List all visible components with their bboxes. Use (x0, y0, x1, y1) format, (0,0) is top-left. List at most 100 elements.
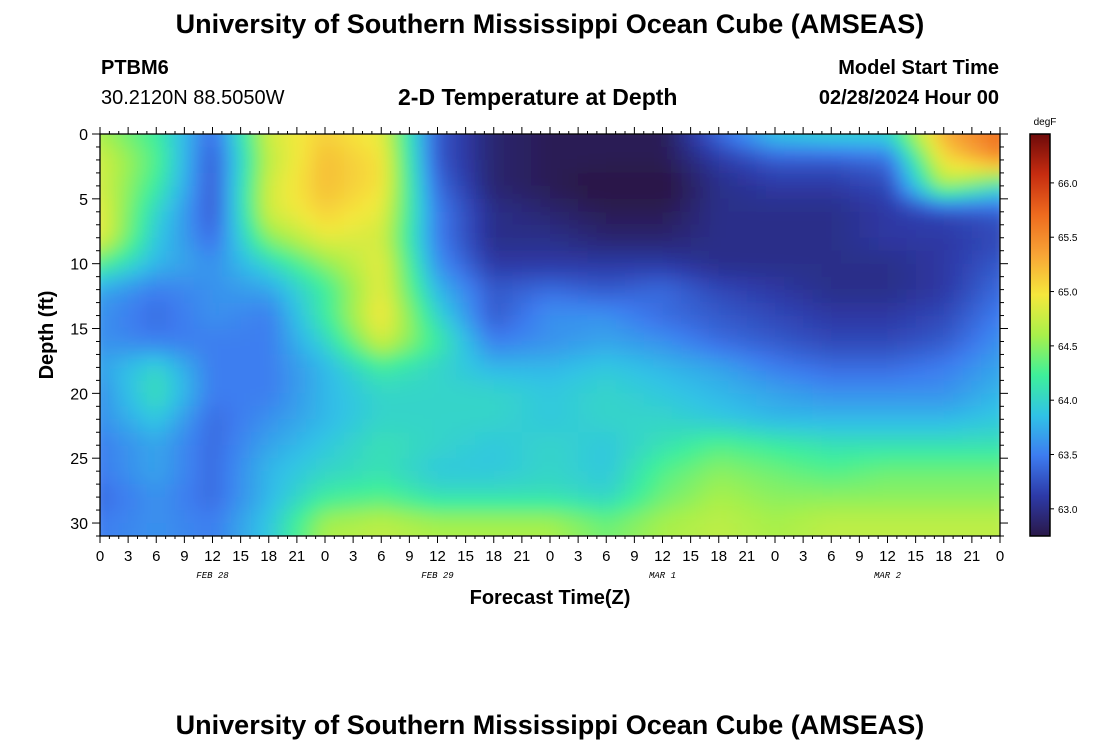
heatmap-cell (512, 185, 523, 200)
heatmap-cell (793, 367, 804, 381)
heatmap-cell (512, 393, 523, 407)
heatmap-cell (681, 289, 692, 304)
heatmap-cell (765, 172, 776, 187)
heatmap-cell (671, 497, 682, 511)
heatmap-cell (343, 289, 354, 304)
heatmap-cell (934, 471, 945, 485)
heatmap-cell (587, 250, 598, 265)
heatmap-cell (371, 185, 382, 200)
heatmap-cell (962, 497, 973, 511)
heatmap-cell (437, 406, 448, 420)
heatmap-cell (840, 393, 851, 407)
heatmap-cell (812, 185, 823, 200)
heatmap-cell (850, 159, 860, 174)
heatmap-cell (587, 289, 598, 304)
heatmap-cell (175, 146, 185, 161)
heatmap-cell (156, 146, 167, 161)
heatmap-cell (437, 289, 448, 304)
heatmap-cell (728, 354, 739, 369)
heatmap-cell (531, 211, 542, 226)
heatmap-cell (287, 146, 298, 161)
heatmap-cell (775, 134, 785, 135)
heatmap-cell (821, 419, 832, 433)
heatmap-cell (568, 523, 579, 536)
heatmap-cell (925, 159, 935, 174)
heatmap-cell (784, 289, 795, 304)
heatmap-cell (418, 315, 429, 330)
heatmap-cell (925, 419, 935, 433)
heatmap-cell (400, 406, 410, 420)
heatmap-cell (353, 328, 364, 343)
heatmap-cell (456, 134, 467, 135)
heatmap-cell (156, 302, 167, 317)
heatmap-cell (203, 419, 214, 433)
heatmap-cell (325, 419, 335, 433)
heatmap-cell (859, 172, 870, 187)
heatmap-cell (906, 185, 917, 200)
heatmap-cell (615, 523, 626, 536)
heatmap-cell (418, 458, 429, 472)
heatmap-cell (521, 523, 532, 536)
heatmap-cell (596, 419, 607, 433)
heatmap-cell (418, 380, 429, 394)
heatmap-cell (746, 367, 757, 381)
heatmap-cell (925, 536, 935, 550)
heatmap-cell (278, 134, 289, 148)
heatmap-cell (756, 432, 767, 446)
heatmap-cell (503, 458, 514, 472)
heatmap-cell (278, 185, 289, 200)
heatmap-cell (100, 276, 101, 291)
heatmap-cell (784, 250, 795, 265)
heatmap-cell (962, 432, 973, 446)
heatmap-cell (906, 406, 917, 420)
heatmap-cell (250, 211, 260, 226)
heatmap-cell (175, 250, 185, 265)
heatmap-cell (362, 354, 373, 369)
heatmap-cell (371, 497, 382, 511)
heatmap-cell (128, 134, 139, 148)
heatmap-cell (118, 289, 129, 304)
heatmap-cell (990, 172, 1000, 187)
heatmap-cell (925, 458, 935, 472)
heatmap-cell (475, 224, 485, 239)
heatmap-cell (465, 458, 476, 472)
heatmap-cell (521, 445, 532, 459)
heatmap-cell (343, 445, 354, 459)
heatmap-cell (531, 276, 542, 291)
heatmap-cell (559, 315, 570, 330)
heatmap-cell (184, 263, 195, 278)
heatmap-cell (137, 432, 148, 446)
heatmap-cell (803, 484, 814, 498)
heatmap-cell (418, 497, 429, 511)
heatmap-cell (981, 393, 992, 407)
heatmap-cell (737, 458, 748, 472)
heatmap-cell (231, 471, 242, 485)
heatmap-cell (484, 159, 495, 174)
heatmap-cell (118, 497, 129, 511)
heatmap-cell (737, 406, 748, 420)
heatmap-cell (465, 134, 476, 148)
heatmap-cell (578, 289, 589, 304)
heatmap-cell (859, 367, 870, 381)
heatmap-cell (784, 237, 795, 252)
heatmap-cell (971, 445, 982, 459)
heatmap-cell (690, 315, 701, 330)
heatmap-cell (334, 328, 345, 343)
heatmap-cell (371, 393, 382, 407)
heatmap-cell (653, 406, 664, 420)
heatmap-cell (540, 159, 551, 174)
heatmap-cell (240, 523, 251, 536)
heatmap-cell (203, 302, 214, 317)
heatmap-cell (259, 134, 270, 135)
heatmap-cell (578, 211, 589, 226)
heatmap-cell (775, 471, 785, 485)
heatmap-cell (821, 159, 832, 174)
heatmap-cell (596, 185, 607, 200)
heatmap-cell (868, 146, 879, 161)
heatmap-cell (400, 263, 410, 278)
heatmap-cell (296, 289, 307, 304)
heatmap-cell (868, 134, 879, 135)
heatmap-cell (653, 185, 664, 200)
heatmap-cell (437, 341, 448, 356)
heatmap-cell (306, 315, 317, 330)
